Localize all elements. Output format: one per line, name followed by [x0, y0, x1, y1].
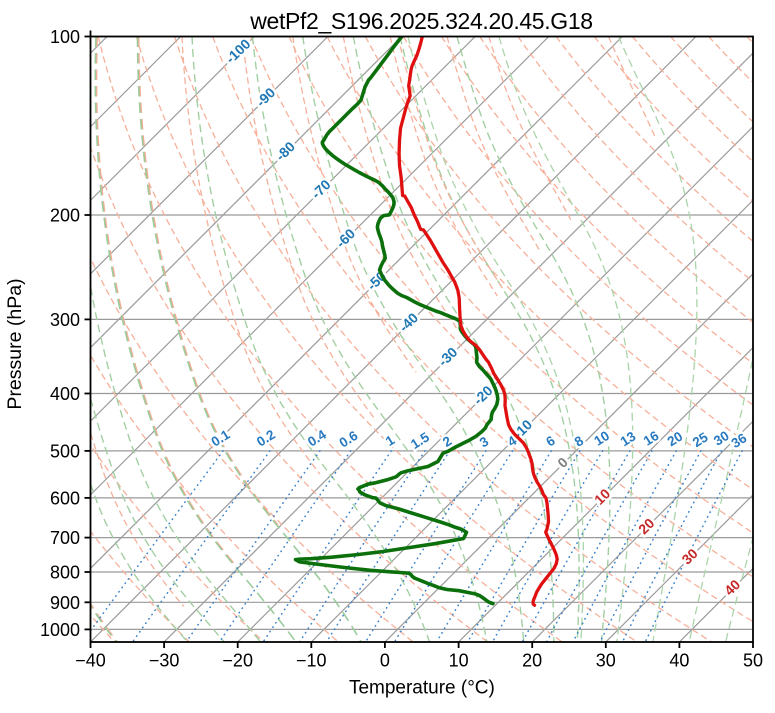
svg-text:600: 600 — [50, 489, 80, 509]
svg-text:400: 400 — [50, 384, 80, 404]
svg-text:0: 0 — [380, 651, 390, 671]
svg-text:300: 300 — [50, 310, 80, 330]
svg-text:−20: −20 — [222, 651, 253, 671]
svg-text:Pressure (hPa): Pressure (hPa) — [4, 278, 26, 409]
svg-text:20: 20 — [522, 651, 542, 671]
svg-text:−30: −30 — [149, 651, 180, 671]
svg-text:800: 800 — [50, 563, 80, 583]
svg-text:1000: 1000 — [40, 620, 80, 640]
svg-text:700: 700 — [50, 528, 80, 548]
svg-text:50: 50 — [743, 651, 763, 671]
svg-text:Temperature (°C): Temperature (°C) — [349, 678, 495, 699]
svg-text:900: 900 — [50, 593, 80, 613]
svg-text:−40: −40 — [75, 651, 106, 671]
svg-text:40: 40 — [669, 651, 689, 671]
svg-text:200: 200 — [50, 206, 80, 226]
svg-text:100: 100 — [50, 27, 80, 47]
svg-text:−10: −10 — [296, 651, 327, 671]
svg-text:wetPf2_S196.2025.324.20.45.G18: wetPf2_S196.2025.324.20.45.G18 — [249, 8, 592, 34]
svg-text:10: 10 — [449, 651, 469, 671]
svg-text:500: 500 — [50, 442, 80, 462]
svg-text:30: 30 — [596, 651, 616, 671]
